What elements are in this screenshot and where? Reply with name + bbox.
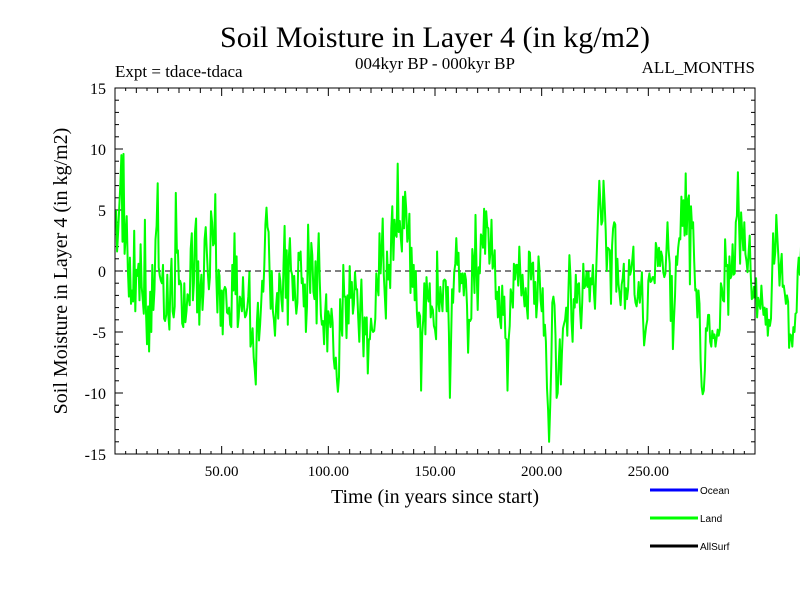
x-tick-label: 200.00 bbox=[521, 464, 562, 480]
legend-label-ocean: Ocean bbox=[700, 486, 729, 497]
y-tick-label: 15 bbox=[90, 81, 106, 98]
chart-title: Soil Moisture in Layer 4 (in kg/m2) bbox=[220, 21, 650, 54]
x-tick-label: 250.00 bbox=[628, 464, 669, 480]
x-tick-label: 50.00 bbox=[205, 464, 239, 480]
legend-label-allsurf: AllSurf bbox=[700, 542, 730, 553]
legend: Ocean Land AllSurf bbox=[650, 486, 730, 553]
y-tick-label: -5 bbox=[93, 325, 106, 342]
y-axis-label: Soil Moisture in Layer 4 (in kg/m2) bbox=[50, 128, 72, 415]
y-tick-label: 0 bbox=[98, 264, 106, 281]
chart-subtitle: 004kyr BP - 000kyr BP bbox=[355, 54, 515, 73]
y-tick-label: -15 bbox=[85, 447, 106, 464]
y-tick-label: 5 bbox=[98, 203, 106, 220]
series-line-land bbox=[115, 152, 800, 443]
y-tick-label: 10 bbox=[90, 142, 106, 159]
months-label: ALL_MONTHS bbox=[642, 58, 755, 77]
experiment-label: Expt = tdace-tdaca bbox=[115, 62, 243, 81]
x-tick-label: 150.00 bbox=[414, 464, 455, 480]
x-axis-ticks: 50.00 100.00 150.00 200.00 250.00 bbox=[125, 88, 745, 480]
y-tick-label: -10 bbox=[85, 386, 106, 403]
plot-frame bbox=[114, 87, 756, 455]
x-axis-label: Time (in years since start) bbox=[331, 486, 539, 508]
legend-label-land: Land bbox=[700, 514, 722, 525]
x-tick-label: 100.00 bbox=[308, 464, 349, 480]
